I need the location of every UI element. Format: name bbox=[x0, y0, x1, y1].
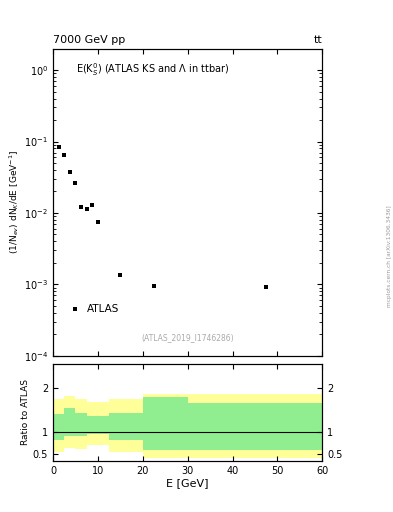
Text: ATLAS: ATLAS bbox=[87, 304, 119, 314]
Point bbox=[117, 271, 123, 279]
Point bbox=[61, 151, 68, 159]
Text: 7000 GeV pp: 7000 GeV pp bbox=[53, 34, 125, 45]
Y-axis label: (1/N$_{ev}$) dN$_K$/dE [GeV$^{-1}$]: (1/N$_{ev}$) dN$_K$/dE [GeV$^{-1}$] bbox=[7, 150, 21, 254]
Y-axis label: Ratio to ATLAS: Ratio to ATLAS bbox=[21, 379, 30, 445]
Point bbox=[72, 179, 79, 187]
Point bbox=[151, 282, 157, 290]
Point bbox=[263, 283, 269, 291]
Point bbox=[84, 205, 90, 213]
Point bbox=[89, 201, 95, 209]
Point bbox=[95, 218, 101, 226]
Text: E(K$_S^0$) (ATLAS KS and Λ in ttbar): E(K$_S^0$) (ATLAS KS and Λ in ttbar) bbox=[76, 61, 230, 78]
Point bbox=[78, 203, 84, 211]
Text: mcplots.cern.ch [arXiv:1306.3436]: mcplots.cern.ch [arXiv:1306.3436] bbox=[387, 205, 392, 307]
Text: (ATLAS_2019_I1746286): (ATLAS_2019_I1746286) bbox=[141, 333, 234, 342]
Point bbox=[55, 143, 62, 152]
Text: tt: tt bbox=[314, 34, 322, 45]
X-axis label: E [GeV]: E [GeV] bbox=[166, 478, 209, 488]
Point bbox=[67, 167, 73, 176]
Point bbox=[72, 305, 79, 313]
